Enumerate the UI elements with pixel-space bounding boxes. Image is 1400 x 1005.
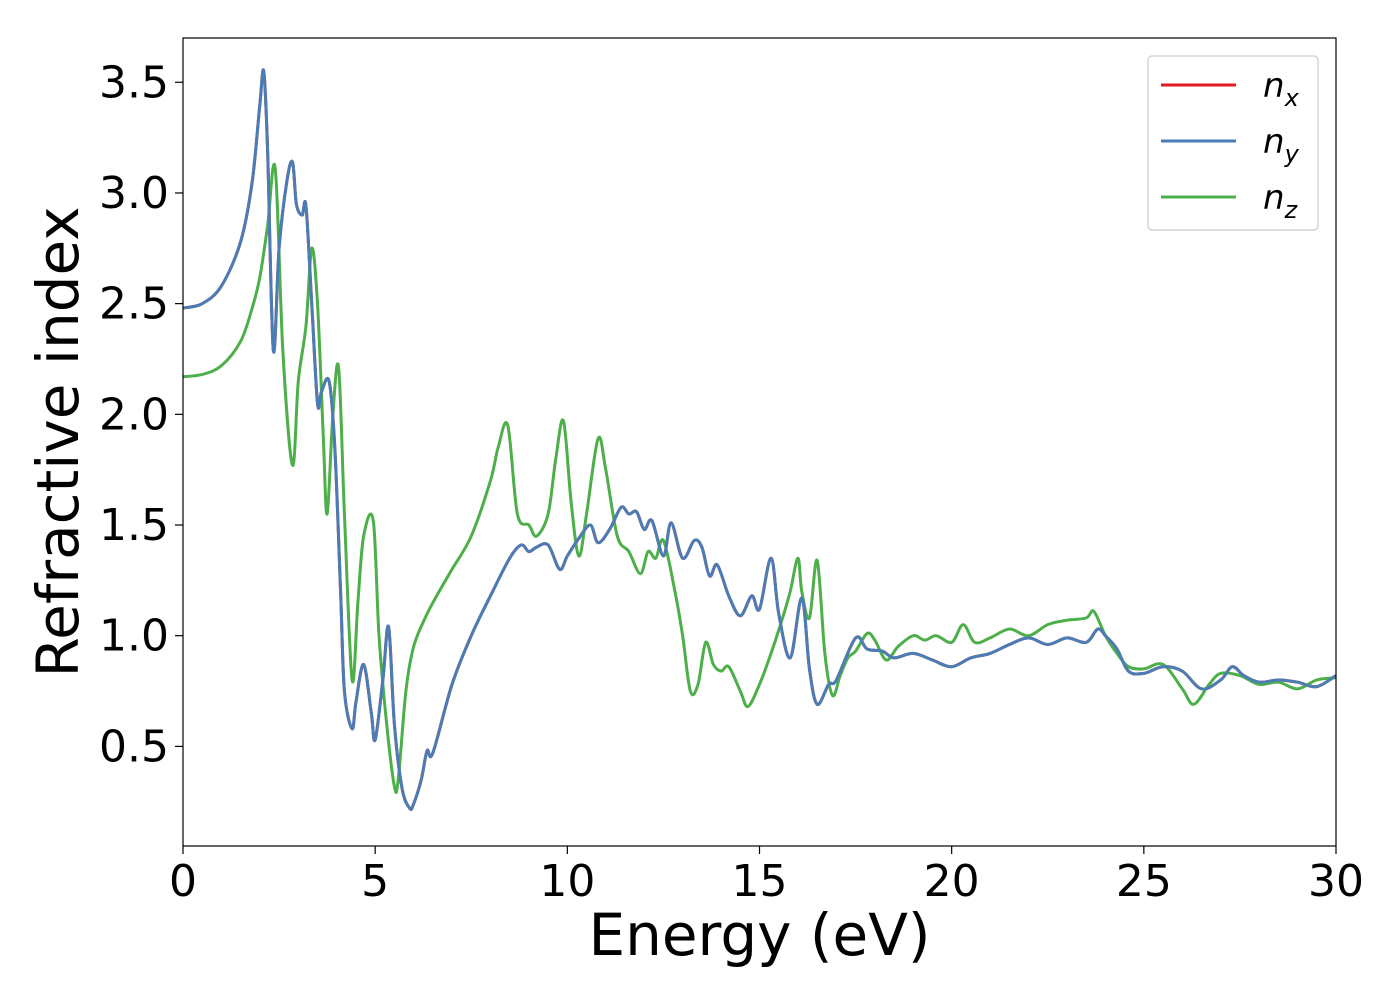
legend-box	[1147, 55, 1319, 231]
y-axis-title: Refractive index	[24, 206, 92, 677]
y-tick-label: 3.0	[99, 168, 169, 219]
x-tick-label: 0	[169, 856, 197, 907]
series-line-n-y	[183, 68, 1336, 811]
x-tick-label: 15	[732, 856, 788, 907]
x-tick-label: 5	[361, 856, 389, 907]
y-tick-label: 2.0	[99, 389, 169, 440]
y-tick-label: 1.0	[99, 611, 169, 662]
legend: nx ny nz	[1147, 55, 1319, 231]
y-tick-label: 0.5	[99, 721, 169, 772]
x-tick-label: 25	[1116, 856, 1172, 907]
series-layer	[183, 68, 1336, 811]
x-tick-label: 30	[1308, 856, 1364, 907]
y-tick-label: 2.5	[99, 279, 169, 330]
legend-label-n-y: ny	[1263, 122, 1300, 168]
y-tick-label: 3.5	[99, 57, 169, 108]
x-axis-ticks: 0 5 10 15 20 25 30	[169, 846, 1364, 907]
x-tick-label: 10	[539, 856, 595, 907]
x-axis-title: Energy (eV)	[588, 901, 930, 969]
legend-label-n-z: nz	[1263, 178, 1299, 224]
y-axis-ticks: 0.5 1.0 1.5 2.0 2.5 3.0 3.5	[99, 57, 183, 772]
x-tick-label: 20	[924, 856, 980, 907]
y-tick-label: 1.5	[99, 500, 169, 551]
legend-label-n-x: nx	[1263, 66, 1300, 112]
series-line-n-z	[183, 162, 1336, 794]
